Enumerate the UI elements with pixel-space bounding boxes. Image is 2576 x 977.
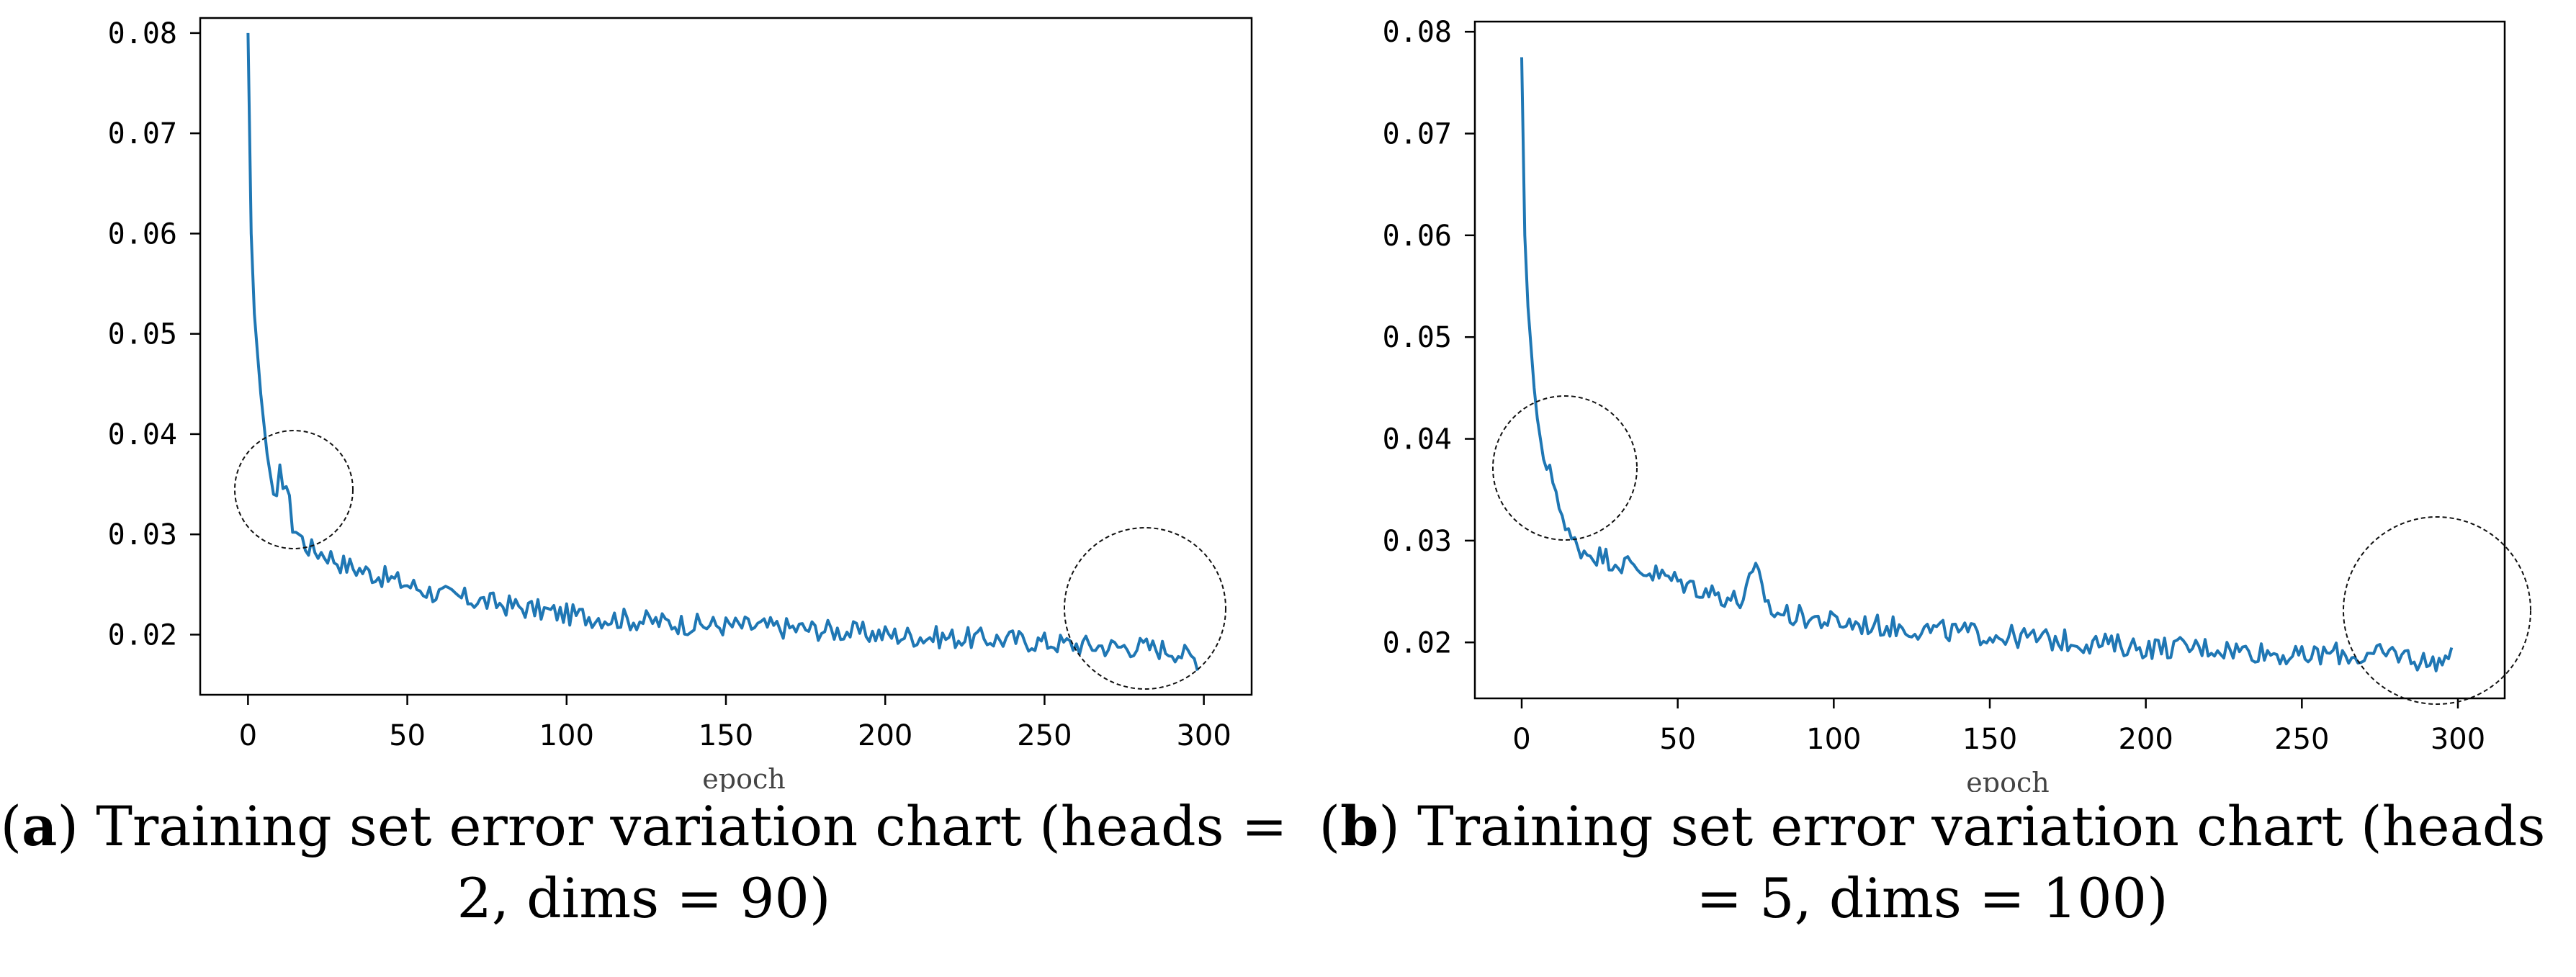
y-tick-label: 0.07 xyxy=(108,117,177,150)
annotation-circle xyxy=(2343,517,2531,704)
y-tick-label: 0.03 xyxy=(108,518,177,551)
y-tick-label: 0.05 xyxy=(108,318,177,351)
y-tick-label: 0.04 xyxy=(1383,423,1452,456)
y-tick-label: 0.07 xyxy=(1383,117,1452,150)
x-tick-label: 150 xyxy=(1962,723,2017,756)
caption-text-b: Training set error variation chart (head… xyxy=(1417,794,2546,930)
x-tick-label: 0 xyxy=(239,719,257,752)
x-tick-label: 50 xyxy=(389,719,426,752)
chart-panel-a: 0 50 100 150 200 250 300 0.02 0.03 0.04 0.05 0.06 0.… xyxy=(0,0,1288,977)
line-chart-b: 0 50 100 150 200 250 300 0.02 0.03 0.04 0.05 0.06 0.… xyxy=(1288,0,2576,792)
plot-frame xyxy=(1475,22,2505,698)
x-axis-label: epoch xyxy=(1966,767,2049,792)
caption-letter-a: a xyxy=(22,794,57,858)
y-tick-label: 0.05 xyxy=(1383,321,1452,354)
y-tick-label: 0.08 xyxy=(108,17,177,50)
series-line xyxy=(248,33,1197,671)
x-tick-label: 200 xyxy=(858,719,912,752)
x-tick-label: 0 xyxy=(1512,723,1530,756)
x-tick-label: 300 xyxy=(2431,723,2485,756)
caption-b: (b) Training set error variation chart (… xyxy=(1288,791,2576,935)
x-tick-label: 50 xyxy=(1659,723,1696,756)
y-tick-label: 0.06 xyxy=(1383,220,1452,253)
y-tick-label: 0.08 xyxy=(1383,16,1452,49)
series-line xyxy=(1522,58,2451,671)
y-tick-label: 0.02 xyxy=(1383,626,1452,659)
caption-letter-b: b xyxy=(1340,794,1378,858)
x-tick-label: 300 xyxy=(1176,719,1231,752)
x-tick-label: 250 xyxy=(1017,719,1072,752)
x-axis-label: epoch xyxy=(702,763,785,792)
chart-panel-b: 0 50 100 150 200 250 300 0.02 0.03 0.04 0.05 0.06 0.… xyxy=(1288,0,2576,977)
y-tick-label: 0.06 xyxy=(108,217,177,251)
y-tick-label: 0.02 xyxy=(108,618,177,652)
annotation-circle xyxy=(1064,528,1226,689)
y-tick-label: 0.04 xyxy=(108,418,177,451)
x-tick-label: 250 xyxy=(2274,723,2329,756)
y-tick-label: 0.03 xyxy=(1383,525,1452,558)
x-tick-label: 150 xyxy=(699,719,753,752)
annotation-circle xyxy=(1493,396,1637,540)
x-tick-label: 200 xyxy=(2118,723,2173,756)
caption-text-a: Training set error variation chart (head… xyxy=(96,794,1287,930)
caption-a: (a) Training set error variation chart (… xyxy=(0,791,1288,935)
x-tick-label: 100 xyxy=(1806,723,1861,756)
x-tick-label: 100 xyxy=(539,719,594,752)
line-chart-a: 0 50 100 150 200 250 300 0.02 0.03 0.04 0.05 0.06 0.… xyxy=(0,0,1288,792)
plot-frame xyxy=(200,18,1252,695)
